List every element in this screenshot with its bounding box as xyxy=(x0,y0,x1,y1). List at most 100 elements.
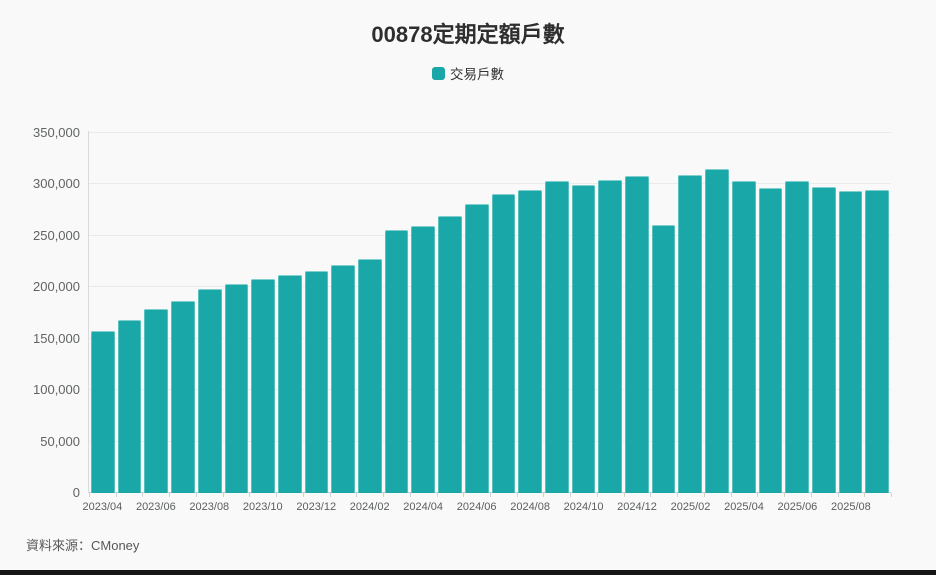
x-tick-mark xyxy=(703,493,705,497)
bar-2024/05[interactable] xyxy=(438,216,462,493)
gridline-0 xyxy=(89,492,891,493)
bar-2025/04[interactable] xyxy=(731,180,756,493)
bar-2024/08[interactable] xyxy=(518,190,542,493)
x-tick-mark xyxy=(195,493,197,497)
y-tick-label: 200,000 xyxy=(33,279,80,295)
x-tick-mark xyxy=(891,493,892,497)
x-tick-label-2023/04: 2023/04 xyxy=(82,501,123,513)
x-tick-mark xyxy=(463,493,465,497)
legend-swatch-icon xyxy=(432,66,445,80)
x-tick-label-2025/04: 2025/04 xyxy=(724,501,764,513)
gridline-250000 xyxy=(89,234,891,236)
y-tick-label: 50,000 xyxy=(40,433,80,449)
legend-label: 交易戶數 xyxy=(450,67,504,82)
gridline-200000 xyxy=(89,286,891,288)
x-tick-mark xyxy=(169,493,171,497)
gridline-300000 xyxy=(89,183,891,185)
x-tick-mark xyxy=(142,493,144,497)
bar-2023/07[interactable] xyxy=(171,301,195,493)
plot-area: 0 50,000 100,000 150,000 200,000 250,000 300,0… xyxy=(33,125,892,513)
x-tick-label-2023/06: 2023/06 xyxy=(135,501,176,513)
x-tick-mark xyxy=(757,493,759,497)
x-tick-label-2024/06: 2024/06 xyxy=(456,501,497,513)
y-tick-label: 300,000 xyxy=(33,176,80,192)
gridline-150000 xyxy=(89,337,891,339)
x-tick-label-2024/04: 2024/04 xyxy=(403,501,444,513)
y-tick-label: 350,000 xyxy=(33,125,80,140)
y-tick-label: 0 xyxy=(72,485,80,500)
bar-2025/03[interactable] xyxy=(705,168,729,493)
bar-2025/05[interactable] xyxy=(758,187,783,493)
x-tick-label-2025/02: 2025/02 xyxy=(670,501,711,513)
bar-2025/02[interactable] xyxy=(678,175,703,493)
bar-2024/11[interactable] xyxy=(598,180,623,493)
bar-2024/12[interactable] xyxy=(625,176,649,493)
bar-2024/06[interactable] xyxy=(464,203,489,493)
bar-2024/01[interactable] xyxy=(331,265,356,493)
bar-2025/07[interactable] xyxy=(811,186,836,493)
x-tick-mark xyxy=(543,493,545,497)
bottom-strip xyxy=(0,570,936,575)
page-title: 00878定期定額戶數 xyxy=(371,22,565,47)
bar-2023/10[interactable] xyxy=(251,279,275,493)
x-tick-mark xyxy=(837,493,839,497)
bar-series xyxy=(89,133,891,493)
x-tick-mark xyxy=(810,493,812,497)
bar-2024/03[interactable] xyxy=(384,229,409,493)
bar-2024/04[interactable] xyxy=(411,225,436,493)
x-tick-label-2023/08: 2023/08 xyxy=(189,501,230,513)
data-source-note: 資料來源：CMoney xyxy=(26,538,140,553)
x-tick-label-2024/10: 2024/10 xyxy=(563,501,604,513)
x-tick-mark xyxy=(596,493,598,497)
bar-2024/10[interactable] xyxy=(571,185,596,493)
legend[interactable]: 交易戶數 xyxy=(0,63,936,83)
bar-2025/06[interactable] xyxy=(785,181,809,493)
bar-2023/09[interactable] xyxy=(224,283,249,493)
x-tick-label-2025/08: 2025/08 xyxy=(831,501,871,513)
x-tick-mark xyxy=(784,493,786,497)
y-tick-label: 100,000 xyxy=(33,382,80,398)
x-tick-mark xyxy=(302,493,304,497)
bar-2025/09[interactable] xyxy=(865,189,890,493)
x-tick-mark xyxy=(570,493,572,497)
x-tick-label-2024/02: 2024/02 xyxy=(349,501,390,513)
x-tick-mark xyxy=(864,493,866,497)
x-tick-mark xyxy=(222,493,224,497)
x-tick-mark xyxy=(409,493,411,497)
bar-2025/01[interactable] xyxy=(651,224,676,493)
x-tick-mark xyxy=(249,493,251,497)
bar-2024/07[interactable] xyxy=(491,193,516,493)
x-tick-mark xyxy=(650,493,652,497)
x-tick-mark xyxy=(115,493,117,497)
bar-2023/05[interactable] xyxy=(117,320,142,493)
x-tick-mark xyxy=(383,493,385,497)
x-tick-label-2024/08: 2024/08 xyxy=(510,501,550,513)
x-tick-mark xyxy=(730,493,732,497)
gridline-350000 xyxy=(89,132,891,133)
x-tick-mark xyxy=(276,493,278,497)
bar-2025/08[interactable] xyxy=(838,191,863,493)
x-tick-label-2025/06: 2025/06 xyxy=(777,501,818,513)
bar-2023/08[interactable] xyxy=(197,289,222,493)
x-tick-label-2023/12: 2023/12 xyxy=(296,501,337,513)
gridline-100000 xyxy=(89,389,891,391)
x-tick-mark xyxy=(356,493,358,497)
bar-2023/11[interactable] xyxy=(277,275,302,493)
x-tick-mark xyxy=(329,493,331,497)
bar-2023/04[interactable] xyxy=(91,330,115,493)
x-tick-label-2023/10: 2023/10 xyxy=(242,501,283,513)
bar-2023/12[interactable] xyxy=(304,270,329,493)
x-tick-label-2024/12: 2024/12 xyxy=(617,501,657,513)
bar-2024/02[interactable] xyxy=(358,258,382,493)
bar-2023/06[interactable] xyxy=(144,308,169,493)
y-tick-label: 250,000 xyxy=(33,227,80,243)
gridline-50000 xyxy=(89,440,891,442)
x-tick-mark xyxy=(623,493,625,497)
bar-2024/09[interactable] xyxy=(544,181,569,493)
x-tick-mark xyxy=(490,493,491,497)
x-tick-mark xyxy=(516,493,518,497)
x-tick-mark xyxy=(677,493,679,497)
x-tick-mark xyxy=(89,493,90,497)
y-tick-label: 150,000 xyxy=(33,330,80,346)
